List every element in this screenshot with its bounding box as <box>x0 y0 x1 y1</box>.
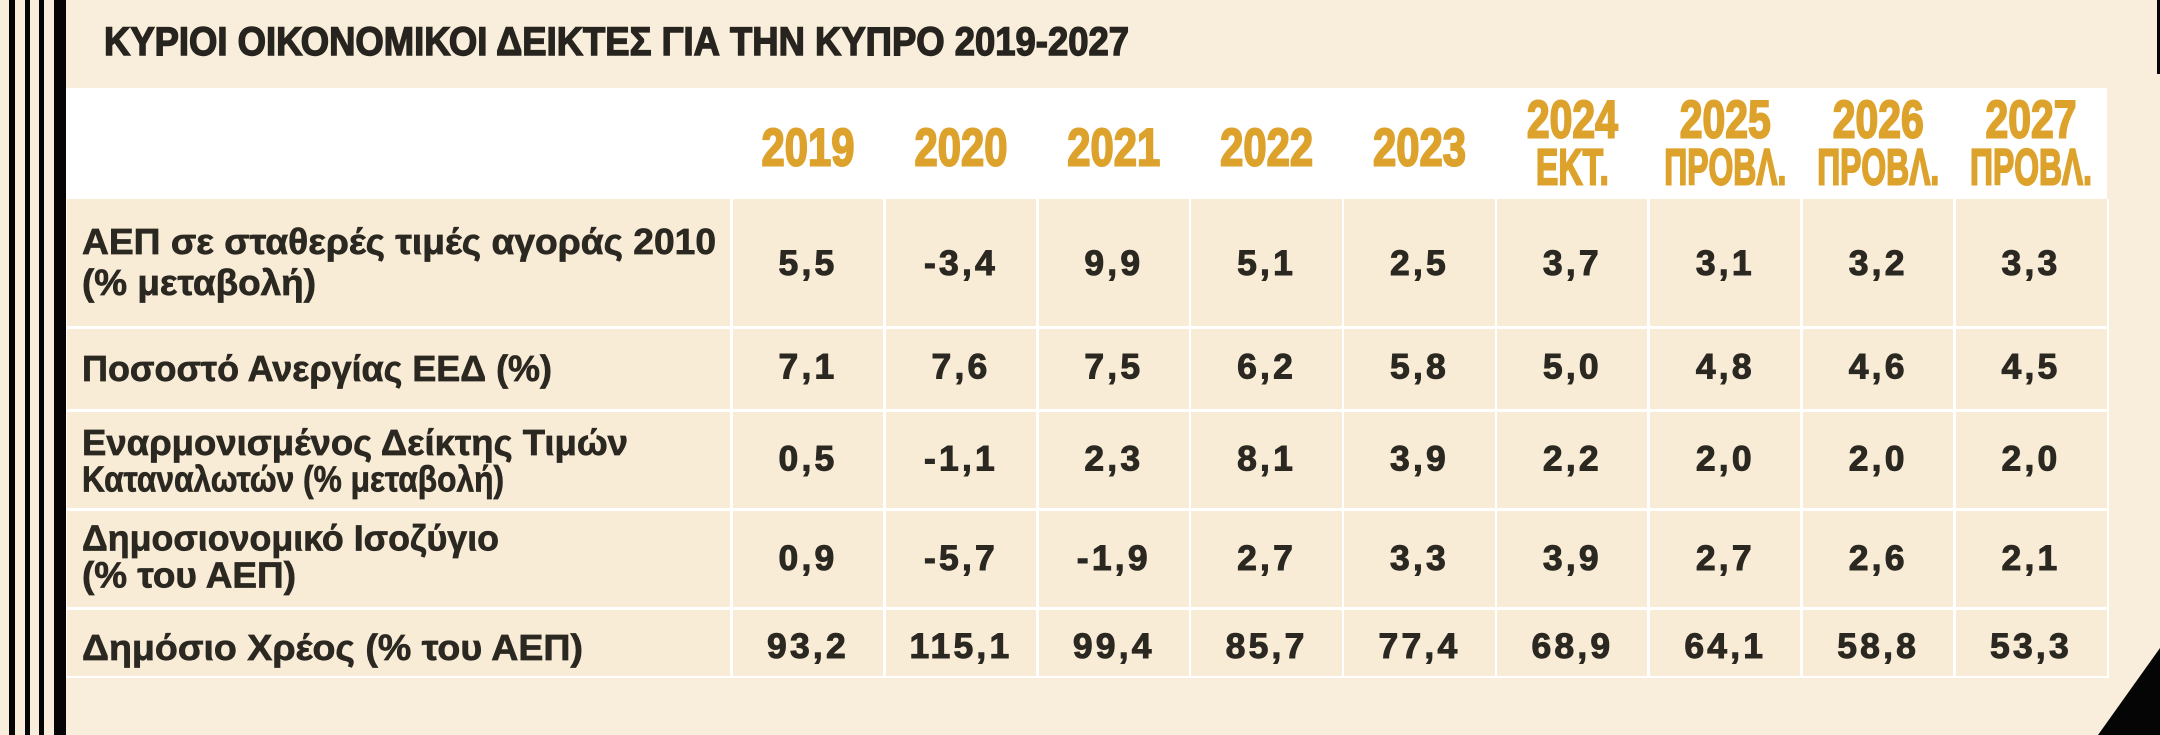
svg-text:4,5: 4,5 <box>2002 347 2061 387</box>
svg-text:3,7: 3,7 <box>1543 243 1602 283</box>
svg-text:2,2: 2,2 <box>1543 439 1602 479</box>
svg-text:2,1: 2,1 <box>2002 538 2061 578</box>
svg-text:2022: 2022 <box>1220 119 1313 178</box>
svg-text:3,1: 3,1 <box>1696 243 1755 283</box>
svg-text:2021: 2021 <box>1067 119 1160 178</box>
svg-text:Εναρμονισμένος Δείκτης Τιμών: Εναρμονισμένος Δείκτης Τιμών <box>82 422 628 463</box>
svg-text:93,2: 93,2 <box>767 626 849 666</box>
svg-text:2,0: 2,0 <box>1696 439 1755 479</box>
svg-text:64,1: 64,1 <box>1684 626 1766 666</box>
svg-text:0,5: 0,5 <box>779 439 838 479</box>
svg-text:Δημόσιο Χρέος (% του ΑΕΠ): Δημόσιο Χρέος (% του ΑΕΠ) <box>82 627 583 668</box>
svg-text:0,9: 0,9 <box>779 538 838 578</box>
svg-text:2024: 2024 <box>1527 91 1618 150</box>
svg-text:4,6: 4,6 <box>1849 347 1908 387</box>
svg-text:2,7: 2,7 <box>1237 538 1296 578</box>
svg-text:5,5: 5,5 <box>779 243 838 283</box>
svg-text:6,2: 6,2 <box>1237 347 1296 387</box>
svg-text:2,6: 2,6 <box>1849 538 1908 578</box>
svg-text:77,4: 77,4 <box>1379 626 1461 666</box>
svg-text:Καταναλωτών (% μεταβολή): Καταναλωτών (% μεταβολή) <box>82 459 504 500</box>
svg-text:115,1: 115,1 <box>910 626 1013 666</box>
svg-text:ΕΚΤ.: ΕΚΤ. <box>1536 139 1609 196</box>
svg-text:58,8: 58,8 <box>1837 626 1919 666</box>
svg-text:(% του ΑΕΠ): (% του ΑΕΠ) <box>82 555 296 596</box>
svg-text:3,3: 3,3 <box>2002 243 2061 283</box>
svg-text:-3,4: -3,4 <box>924 243 998 283</box>
svg-text:ΠΡΟΒΛ.: ΠΡΟΒΛ. <box>1817 139 1939 196</box>
svg-text:Ποσοστό Ανεργίας ΕΕΔ (%): Ποσοστό Ανεργίας ΕΕΔ (%) <box>82 348 552 389</box>
svg-text:7,6: 7,6 <box>932 347 991 387</box>
svg-text:5,0: 5,0 <box>1543 347 1602 387</box>
svg-text:ΑΕΠ σε σταθερές τιμές αγοράς 2: ΑΕΠ σε σταθερές τιμές αγοράς 2010 <box>82 221 716 262</box>
svg-text:ΚΥΡΙΟΙ ΟΙΚΟΝΟΜΙΚΟΙ ΔΕΙΚΤΕΣ ΓΙΑ: ΚΥΡΙΟΙ ΟΙΚΟΝΟΜΙΚΟΙ ΔΕΙΚΤΕΣ ΓΙΑ ΤΗΝ ΚΥΠΡΟ… <box>104 20 1129 64</box>
svg-text:9,9: 9,9 <box>1084 243 1143 283</box>
svg-text:2,0: 2,0 <box>2002 439 2061 479</box>
svg-text:7,1: 7,1 <box>779 347 838 387</box>
svg-text:3,2: 3,2 <box>1849 243 1908 283</box>
svg-text:-5,7: -5,7 <box>924 538 998 578</box>
svg-text:4,8: 4,8 <box>1696 347 1755 387</box>
svg-text:53,3: 53,3 <box>1990 626 2072 666</box>
svg-text:(% μεταβολή): (% μεταβολή) <box>82 262 316 303</box>
svg-text:2027: 2027 <box>1986 91 2077 150</box>
svg-text:2023: 2023 <box>1373 119 1466 178</box>
svg-text:2020: 2020 <box>915 119 1008 178</box>
svg-text:99,4: 99,4 <box>1073 626 1155 666</box>
svg-text:-1,9: -1,9 <box>1077 538 1151 578</box>
svg-text:2026: 2026 <box>1833 91 1924 150</box>
svg-text:2,7: 2,7 <box>1696 538 1755 578</box>
svg-text:5,8: 5,8 <box>1390 347 1449 387</box>
svg-text:85,7: 85,7 <box>1226 626 1308 666</box>
svg-text:-1,1: -1,1 <box>924 439 998 479</box>
svg-text:8,1: 8,1 <box>1237 439 1296 479</box>
svg-text:ΠΡΟΒΛ.: ΠΡΟΒΛ. <box>1664 139 1786 196</box>
svg-text:5,1: 5,1 <box>1237 243 1296 283</box>
svg-text:2025: 2025 <box>1680 91 1771 150</box>
svg-text:2,0: 2,0 <box>1849 439 1908 479</box>
svg-text:2,5: 2,5 <box>1390 243 1449 283</box>
svg-text:3,9: 3,9 <box>1543 538 1602 578</box>
svg-text:68,9: 68,9 <box>1531 626 1613 666</box>
svg-text:2,3: 2,3 <box>1084 439 1143 479</box>
svg-text:7,5: 7,5 <box>1084 347 1143 387</box>
svg-text:Δημοσιονομικό Ισοζύγιο: Δημοσιονομικό Ισοζύγιο <box>82 517 499 558</box>
svg-text:ΠΡΟΒΛ.: ΠΡΟΒΛ. <box>1970 139 2092 196</box>
svg-text:3,3: 3,3 <box>1390 538 1449 578</box>
svg-text:3,9: 3,9 <box>1390 439 1449 479</box>
svg-text:2019: 2019 <box>762 119 855 178</box>
